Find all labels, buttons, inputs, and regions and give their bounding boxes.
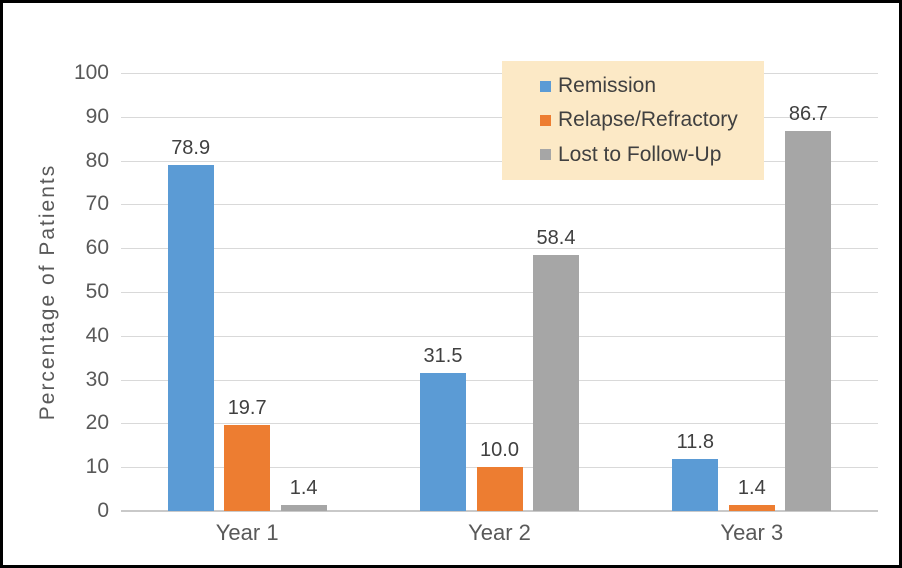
data-label: 78.9 xyxy=(171,137,211,160)
y-tick-label: 100 xyxy=(73,61,109,84)
legend-label: Remission xyxy=(558,74,657,98)
x-tick-label-year-1: Year 1 xyxy=(215,520,279,545)
gridline xyxy=(121,248,878,250)
gridline xyxy=(121,116,878,118)
legend-swatch-icon xyxy=(540,114,551,126)
y-tick-label: 20 xyxy=(85,411,109,435)
y-tick-label: 40 xyxy=(85,323,109,347)
gridline xyxy=(121,379,878,381)
y-tick-label: 0 xyxy=(97,499,109,522)
data-label: 86.7 xyxy=(788,103,828,126)
gridline xyxy=(121,335,878,337)
bar-relapse-refractory-year-1 xyxy=(224,424,271,511)
gridline xyxy=(121,73,878,74)
data-label: 11.8 xyxy=(676,431,715,454)
y-tick-label: 90 xyxy=(85,104,109,128)
bar-relapse-refractory-year-3 xyxy=(728,504,775,511)
x-tick-label-year-3: Year 3 xyxy=(720,520,784,545)
bar-remission-year-3 xyxy=(672,459,719,511)
gridline xyxy=(121,292,878,293)
bar-remission-year-1 xyxy=(167,165,214,511)
x-tick-label-year-2: Year 2 xyxy=(468,520,531,545)
data-label: 1.4 xyxy=(737,476,766,499)
data-label: 1.4 xyxy=(289,476,318,499)
bar-lost-to-follow-up-year-2 xyxy=(533,255,579,511)
legend-item-remission: Remission xyxy=(540,74,764,98)
data-label: 19.7 xyxy=(227,396,267,419)
gridline xyxy=(121,160,878,162)
gridline xyxy=(121,204,878,206)
bar-lost-to-follow-up-year-3 xyxy=(785,131,832,511)
legend-label: Relapse/Refractory xyxy=(558,108,738,132)
y-tick-label: 50 xyxy=(85,280,109,303)
data-label: 10.0 xyxy=(480,439,519,462)
y-tick-label: 70 xyxy=(85,192,109,216)
y-tick-label: 80 xyxy=(85,148,109,172)
legend-swatch-icon xyxy=(540,80,551,92)
data-label: 58.4 xyxy=(536,227,576,250)
legend-label: Lost to Follow-Up xyxy=(558,142,722,166)
legend-swatch-icon xyxy=(540,149,551,161)
gridline xyxy=(121,423,878,425)
legend-item-relapse-refractory: Relapse/Refractory xyxy=(540,108,764,132)
legend-item-lost-to-follow-up: Lost to Follow-Up xyxy=(540,143,764,167)
y-tick-label: 60 xyxy=(85,236,109,260)
data-label: 31.5 xyxy=(423,345,463,368)
bar-lost-to-follow-up-year-1 xyxy=(280,504,327,511)
x-axis-line xyxy=(121,510,878,512)
bar-remission-year-2 xyxy=(420,373,466,511)
y-tick-label: 30 xyxy=(85,367,109,391)
bar-relapse-refractory-year-2 xyxy=(476,467,523,511)
legend: Remission Relapse/Refractory Lost to Follo… xyxy=(502,61,764,180)
y-tick-label: 10 xyxy=(85,455,109,479)
